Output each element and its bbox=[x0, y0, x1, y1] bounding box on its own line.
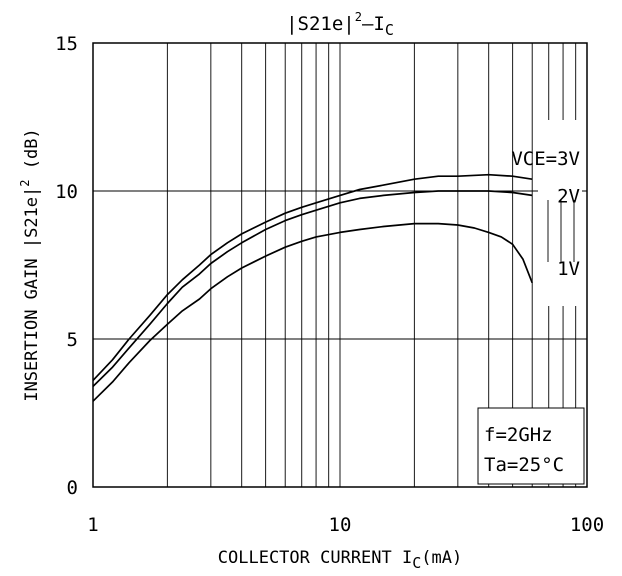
title-superscript: 2 bbox=[355, 10, 362, 24]
y-tick-label: 0 bbox=[67, 477, 78, 499]
x-tick-label: 10 bbox=[329, 514, 352, 536]
y-label-superscript: 2 bbox=[18, 180, 32, 187]
title-middle: –I bbox=[362, 13, 385, 35]
x-label-subscript: C bbox=[412, 554, 421, 572]
chart-title: |S21e|2–IC bbox=[286, 10, 394, 39]
condition-frequency: f=2GHz bbox=[484, 424, 553, 446]
series-line-2 bbox=[92, 190, 533, 388]
series-label-2: 2V bbox=[557, 185, 580, 207]
y-tick-labels: 0 5 10 15 bbox=[55, 33, 78, 499]
series-label-hatch bbox=[547, 200, 575, 262]
y-tick-label: 5 bbox=[67, 329, 78, 351]
x-tick-label: 1 bbox=[87, 514, 98, 536]
series-labels: VCE=3V 2V 1V bbox=[511, 148, 580, 280]
plot-frame bbox=[92, 42, 588, 488]
y-label-unit: (dB) bbox=[22, 128, 42, 179]
x-label-unit: (mA) bbox=[421, 548, 462, 568]
series-label-3: 1V bbox=[557, 258, 580, 280]
series-line-1 bbox=[92, 173, 533, 381]
y-tick-label: 10 bbox=[55, 181, 78, 203]
x-label-main: COLLECTOR CURRENT I bbox=[218, 548, 412, 568]
y-tick-label: 15 bbox=[55, 33, 78, 55]
y-axis-label: INSERTION GAIN |S21e|2 (dB) bbox=[18, 128, 42, 401]
conditions-box bbox=[477, 407, 585, 485]
series-label-background bbox=[538, 120, 582, 306]
y-label-main: INSERTION GAIN |S21e| bbox=[22, 187, 42, 402]
title-subscript: C bbox=[385, 21, 394, 39]
condition-temperature: Ta=25°C bbox=[484, 454, 564, 476]
x-tick-label: 100 bbox=[570, 514, 604, 536]
title-main: |S21e| bbox=[286, 13, 355, 35]
series-label-1: VCE=3V bbox=[511, 148, 580, 170]
data-curves bbox=[92, 173, 533, 402]
series-line-3 bbox=[92, 222, 533, 402]
x-tick-labels: 1 10 100 bbox=[87, 514, 604, 536]
x-axis-label: COLLECTOR CURRENT IC(mA) bbox=[218, 548, 462, 572]
